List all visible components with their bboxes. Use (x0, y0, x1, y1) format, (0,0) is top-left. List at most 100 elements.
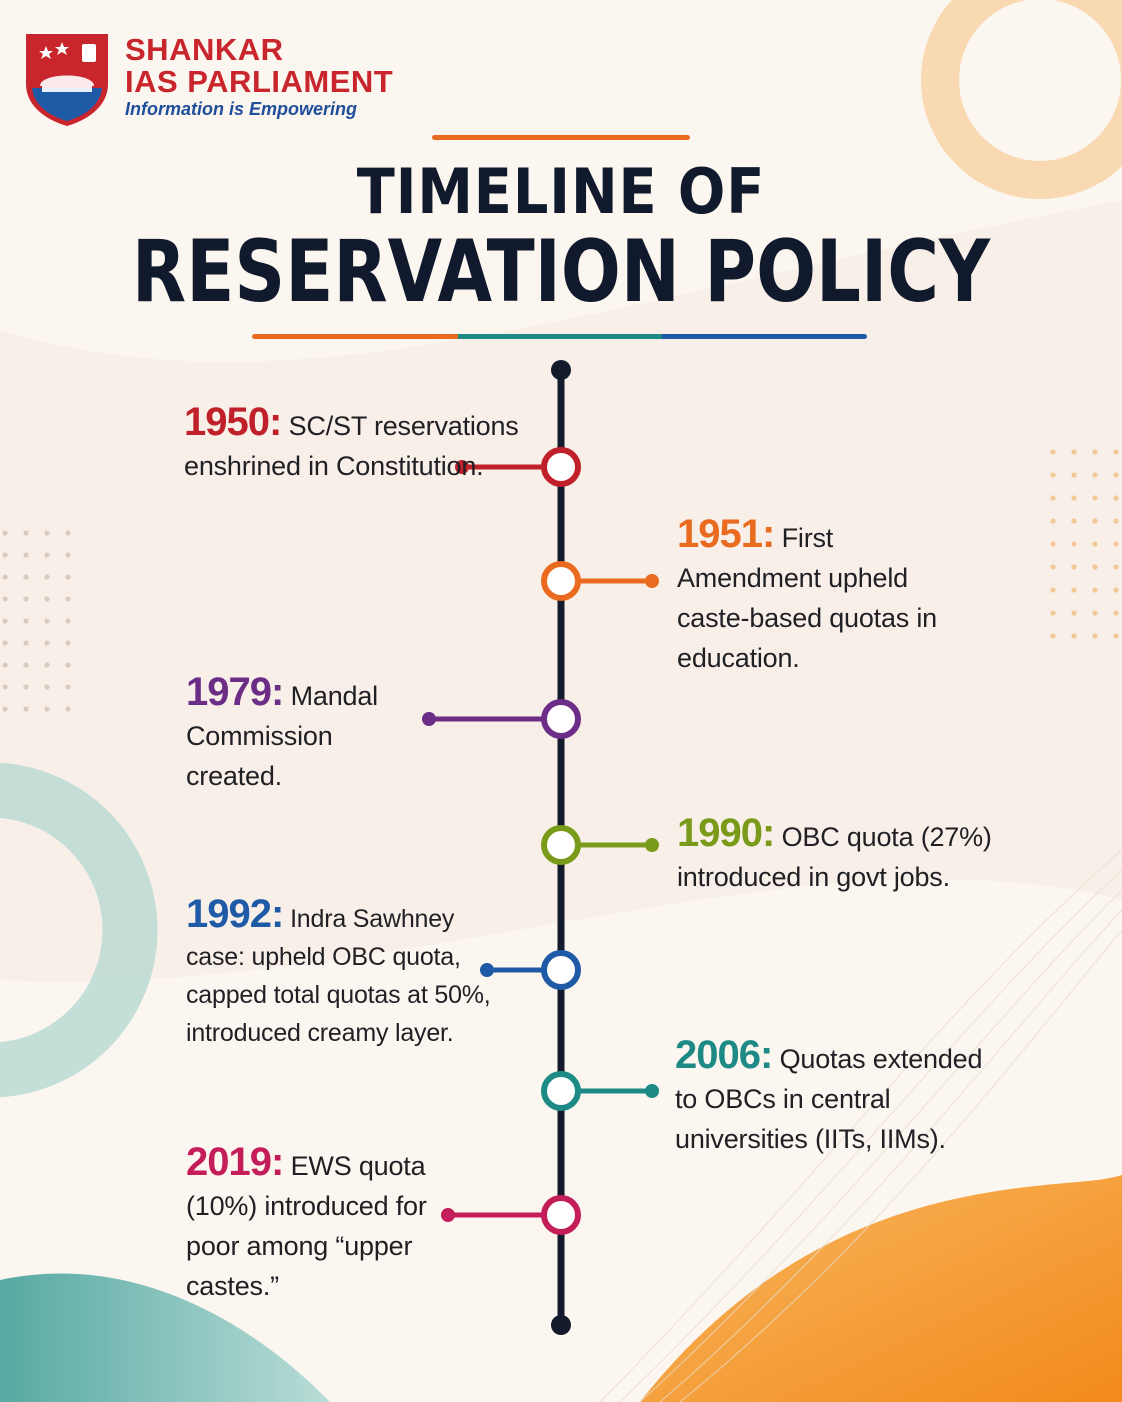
node-ring (541, 1071, 581, 1111)
event-1992: 1992: Indra Sawhney case: upheld OBC quo… (186, 894, 506, 1052)
node-ring (541, 561, 581, 601)
timeline-node-2006 (541, 1071, 659, 1111)
pattern-dot (1092, 610, 1098, 616)
timeline-start-cap (551, 360, 571, 380)
logo-name-line1: SHANKAR (125, 32, 284, 67)
pattern-dot (23, 530, 29, 536)
pattern-dot (1071, 541, 1077, 547)
event-2006: 2006: Quotas extended to OBCs in central… (675, 1035, 985, 1159)
line-pattern (599, 849, 1122, 1402)
connector-end-dot (480, 963, 494, 977)
pattern-dot (44, 552, 50, 558)
pattern-dot (1050, 541, 1056, 547)
event-year: 1990: (677, 811, 775, 855)
node-ring (541, 825, 581, 865)
pattern-dot (1071, 610, 1077, 616)
title-bottom-rule-teal (458, 334, 662, 339)
pattern-dot (23, 706, 29, 712)
timeline-node-1979 (422, 699, 581, 739)
timeline-node-1990 (541, 825, 659, 865)
event-description: Mandal Commission created. (186, 681, 378, 791)
event-year: 2019: (186, 1140, 284, 1184)
pattern-dot (1050, 587, 1056, 593)
event-description: EWS quota (10%) introduced for poor amon… (186, 1151, 427, 1301)
connector-end-dot (441, 1208, 455, 1222)
bottom-right-orange-wave (640, 1175, 1122, 1402)
left-teal-ring (0, 762, 158, 1098)
timeline-end-cap (551, 1315, 571, 1335)
pattern-dot (23, 662, 29, 668)
pattern-dot (1092, 587, 1098, 593)
pattern-dot (23, 640, 29, 646)
pattern-dot (65, 596, 71, 602)
pattern-dot (1071, 587, 1077, 593)
pattern-dot (44, 530, 50, 536)
pattern-dot (2, 640, 8, 646)
pattern-dot (1050, 610, 1056, 616)
pattern-dot (65, 574, 71, 580)
pattern-dot (65, 618, 71, 624)
pattern-dot (1092, 633, 1098, 639)
pattern-dot (1050, 449, 1056, 455)
pattern-dot (1050, 518, 1056, 524)
pattern-dot (1113, 449, 1119, 455)
timeline-node-1951 (541, 561, 659, 601)
connector-end-dot (455, 460, 469, 474)
pattern-dot (1113, 564, 1119, 570)
pattern-dot (1113, 472, 1119, 478)
connector-end-dot (645, 1084, 659, 1098)
pattern-dot (1050, 633, 1056, 639)
pattern-dot (2, 684, 8, 690)
pattern-dot (23, 618, 29, 624)
pattern-dot (1113, 633, 1119, 639)
pattern-dot (65, 706, 71, 712)
node-ring (541, 447, 581, 487)
pattern-dot (1092, 449, 1098, 455)
pattern-dot (44, 684, 50, 690)
logo-tagline: Information is Empowering (125, 99, 358, 119)
pattern-dot (1092, 495, 1098, 501)
top-right-ring (921, 0, 1122, 199)
pattern-dot (1071, 518, 1077, 524)
event-2019: 2019: EWS quota (10%) introduced for poo… (186, 1142, 471, 1306)
pattern-dot (1113, 541, 1119, 547)
node-ring (541, 1195, 581, 1235)
event-description: First Amendment upheld caste-based quota… (677, 523, 937, 673)
pattern-dot (44, 596, 50, 602)
title-bottom-rule-orange (252, 334, 458, 339)
pattern-dot (1113, 610, 1119, 616)
pattern-dot (1071, 472, 1077, 478)
pattern-dot (2, 706, 8, 712)
pattern-dot (44, 618, 50, 624)
pattern-dot (23, 552, 29, 558)
pattern-dot (44, 640, 50, 646)
dot-grid-right (1050, 449, 1119, 639)
event-1979: 1979: Mandal Commission created. (186, 672, 401, 796)
pattern-dot (1071, 449, 1077, 455)
logo-shield-icon (26, 34, 108, 126)
logo-name-line2: IAS PARLIAMENT (125, 64, 394, 99)
timeline-node-2019 (441, 1195, 581, 1235)
title-line1: TIMELINE OF (356, 155, 766, 228)
pattern-dot (23, 684, 29, 690)
pattern-dot (2, 574, 8, 580)
title-top-rule (432, 135, 690, 140)
pattern-dot (1071, 564, 1077, 570)
pattern-dot (1113, 495, 1119, 501)
pattern-dot (1092, 472, 1098, 478)
pattern-dot (1113, 518, 1119, 524)
pattern-dot (44, 662, 50, 668)
timeline-node-1950 (455, 447, 581, 487)
pattern-dot (1092, 541, 1098, 547)
event-description: Indra Sawhney case: upheld OBC quota, ca… (186, 905, 491, 1047)
pattern-dot (1092, 564, 1098, 570)
pattern-dot (23, 596, 29, 602)
pattern-dot (2, 596, 8, 602)
pattern-dot (1050, 472, 1056, 478)
event-1951: 1951: First Amendment upheld caste-based… (677, 514, 977, 678)
connector-end-dot (645, 574, 659, 588)
event-year: 1951: (677, 512, 775, 556)
pattern-dot (65, 552, 71, 558)
pattern-dot (65, 530, 71, 536)
event-year: 2006: (675, 1033, 773, 1077)
